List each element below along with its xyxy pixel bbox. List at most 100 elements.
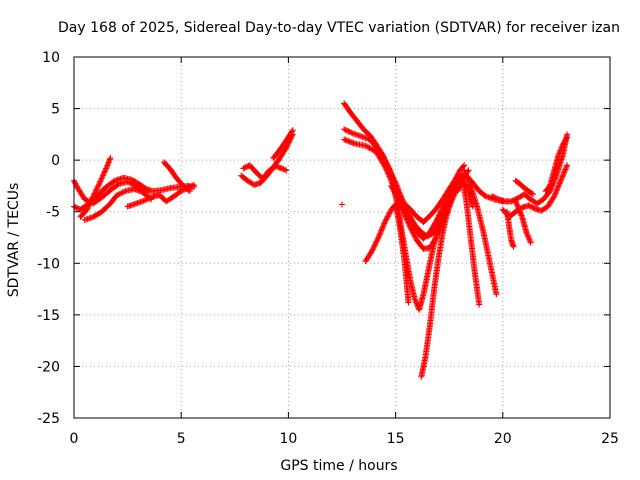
data-point: [375, 234, 382, 241]
data-point: [553, 187, 560, 194]
data-point: [179, 187, 186, 194]
y-tick-label: -5: [46, 205, 60, 221]
data-point: [143, 196, 150, 203]
data-point: [558, 174, 565, 181]
data-point: [90, 193, 97, 200]
data-point: [491, 194, 498, 201]
data-point: [374, 237, 381, 244]
data-point: [382, 164, 389, 171]
data-point: [564, 162, 571, 169]
data-point: [555, 181, 562, 188]
data-point: [464, 185, 471, 192]
data-point: [382, 217, 389, 224]
data-point: [528, 190, 535, 197]
data-point: [278, 165, 285, 172]
data-point: [97, 178, 104, 185]
series-arc-early-3: [77, 155, 114, 220]
data-point: [564, 134, 571, 141]
y-tick-label: -20: [37, 359, 60, 375]
data-point: [550, 194, 557, 201]
data-point: [73, 183, 80, 190]
data-point: [464, 174, 471, 181]
data-point: [562, 166, 569, 173]
data-point: [368, 249, 375, 256]
data-point: [410, 222, 417, 229]
data-point: [509, 197, 516, 204]
data-point: [461, 168, 468, 175]
data-point: [144, 195, 151, 202]
data-point: [90, 191, 97, 198]
data-point: [99, 174, 106, 181]
data-point: [561, 167, 568, 174]
x-axis-label: GPS time / hours: [280, 458, 397, 474]
data-point: [91, 190, 98, 197]
data-point: [346, 128, 353, 135]
data-point: [554, 186, 561, 193]
series-arc-deep-3: [459, 172, 483, 308]
data-point: [89, 195, 96, 202]
series-arc-deep-2: [418, 171, 468, 380]
data-point: [476, 301, 483, 308]
data-point: [551, 193, 558, 200]
x-tick-label: 0: [70, 431, 79, 447]
data-point: [555, 183, 562, 190]
data-point: [490, 193, 497, 200]
x-tick-label: 20: [494, 431, 512, 447]
data-point: [87, 198, 94, 205]
data-point: [288, 128, 295, 135]
data-point: [557, 177, 564, 184]
data-point: [101, 168, 108, 175]
data-point: [380, 223, 387, 230]
data-point: [512, 198, 519, 205]
data-point: [559, 173, 566, 180]
data-point: [551, 191, 558, 198]
data-point: [84, 205, 91, 212]
data-point: [412, 234, 419, 241]
data-point: [563, 163, 570, 170]
data-point: [384, 214, 391, 221]
data-point: [553, 189, 560, 196]
data-point: [85, 203, 92, 210]
data-point: [185, 187, 192, 194]
data-point: [460, 163, 467, 170]
data-point: [94, 183, 101, 190]
data-point: [369, 246, 376, 253]
data-point: [73, 204, 80, 211]
data-point: [83, 197, 90, 204]
data-point: [516, 208, 523, 215]
data-point: [517, 209, 524, 216]
data-point: [529, 191, 536, 198]
data-point: [378, 226, 385, 233]
data-point: [191, 181, 198, 188]
data-point: [383, 216, 390, 223]
data-point: [404, 211, 411, 218]
data-point: [489, 193, 496, 200]
data-point: [381, 163, 388, 170]
y-tick-label: 5: [51, 102, 60, 118]
data-point: [469, 203, 476, 210]
data-point: [518, 212, 525, 219]
data-point: [93, 186, 100, 193]
data-point: [374, 235, 381, 242]
data-point: [96, 179, 103, 186]
data-point: [341, 126, 348, 133]
data-point: [240, 165, 247, 172]
data-point: [71, 179, 78, 186]
x-tick-label: 10: [279, 431, 297, 447]
x-tick-label: 25: [601, 431, 619, 447]
data-point: [113, 192, 120, 199]
data-point: [147, 194, 154, 201]
data-point: [384, 169, 391, 176]
series-isolated: [339, 201, 345, 208]
data-point: [386, 209, 393, 216]
data-point: [405, 213, 412, 220]
series-arc-mid-2: [240, 162, 290, 182]
plot-frame: [73, 56, 611, 419]
data-point: [87, 199, 94, 206]
data-point: [401, 206, 408, 213]
data-point: [397, 199, 404, 206]
data-point: [407, 217, 414, 224]
data-point: [148, 193, 155, 200]
